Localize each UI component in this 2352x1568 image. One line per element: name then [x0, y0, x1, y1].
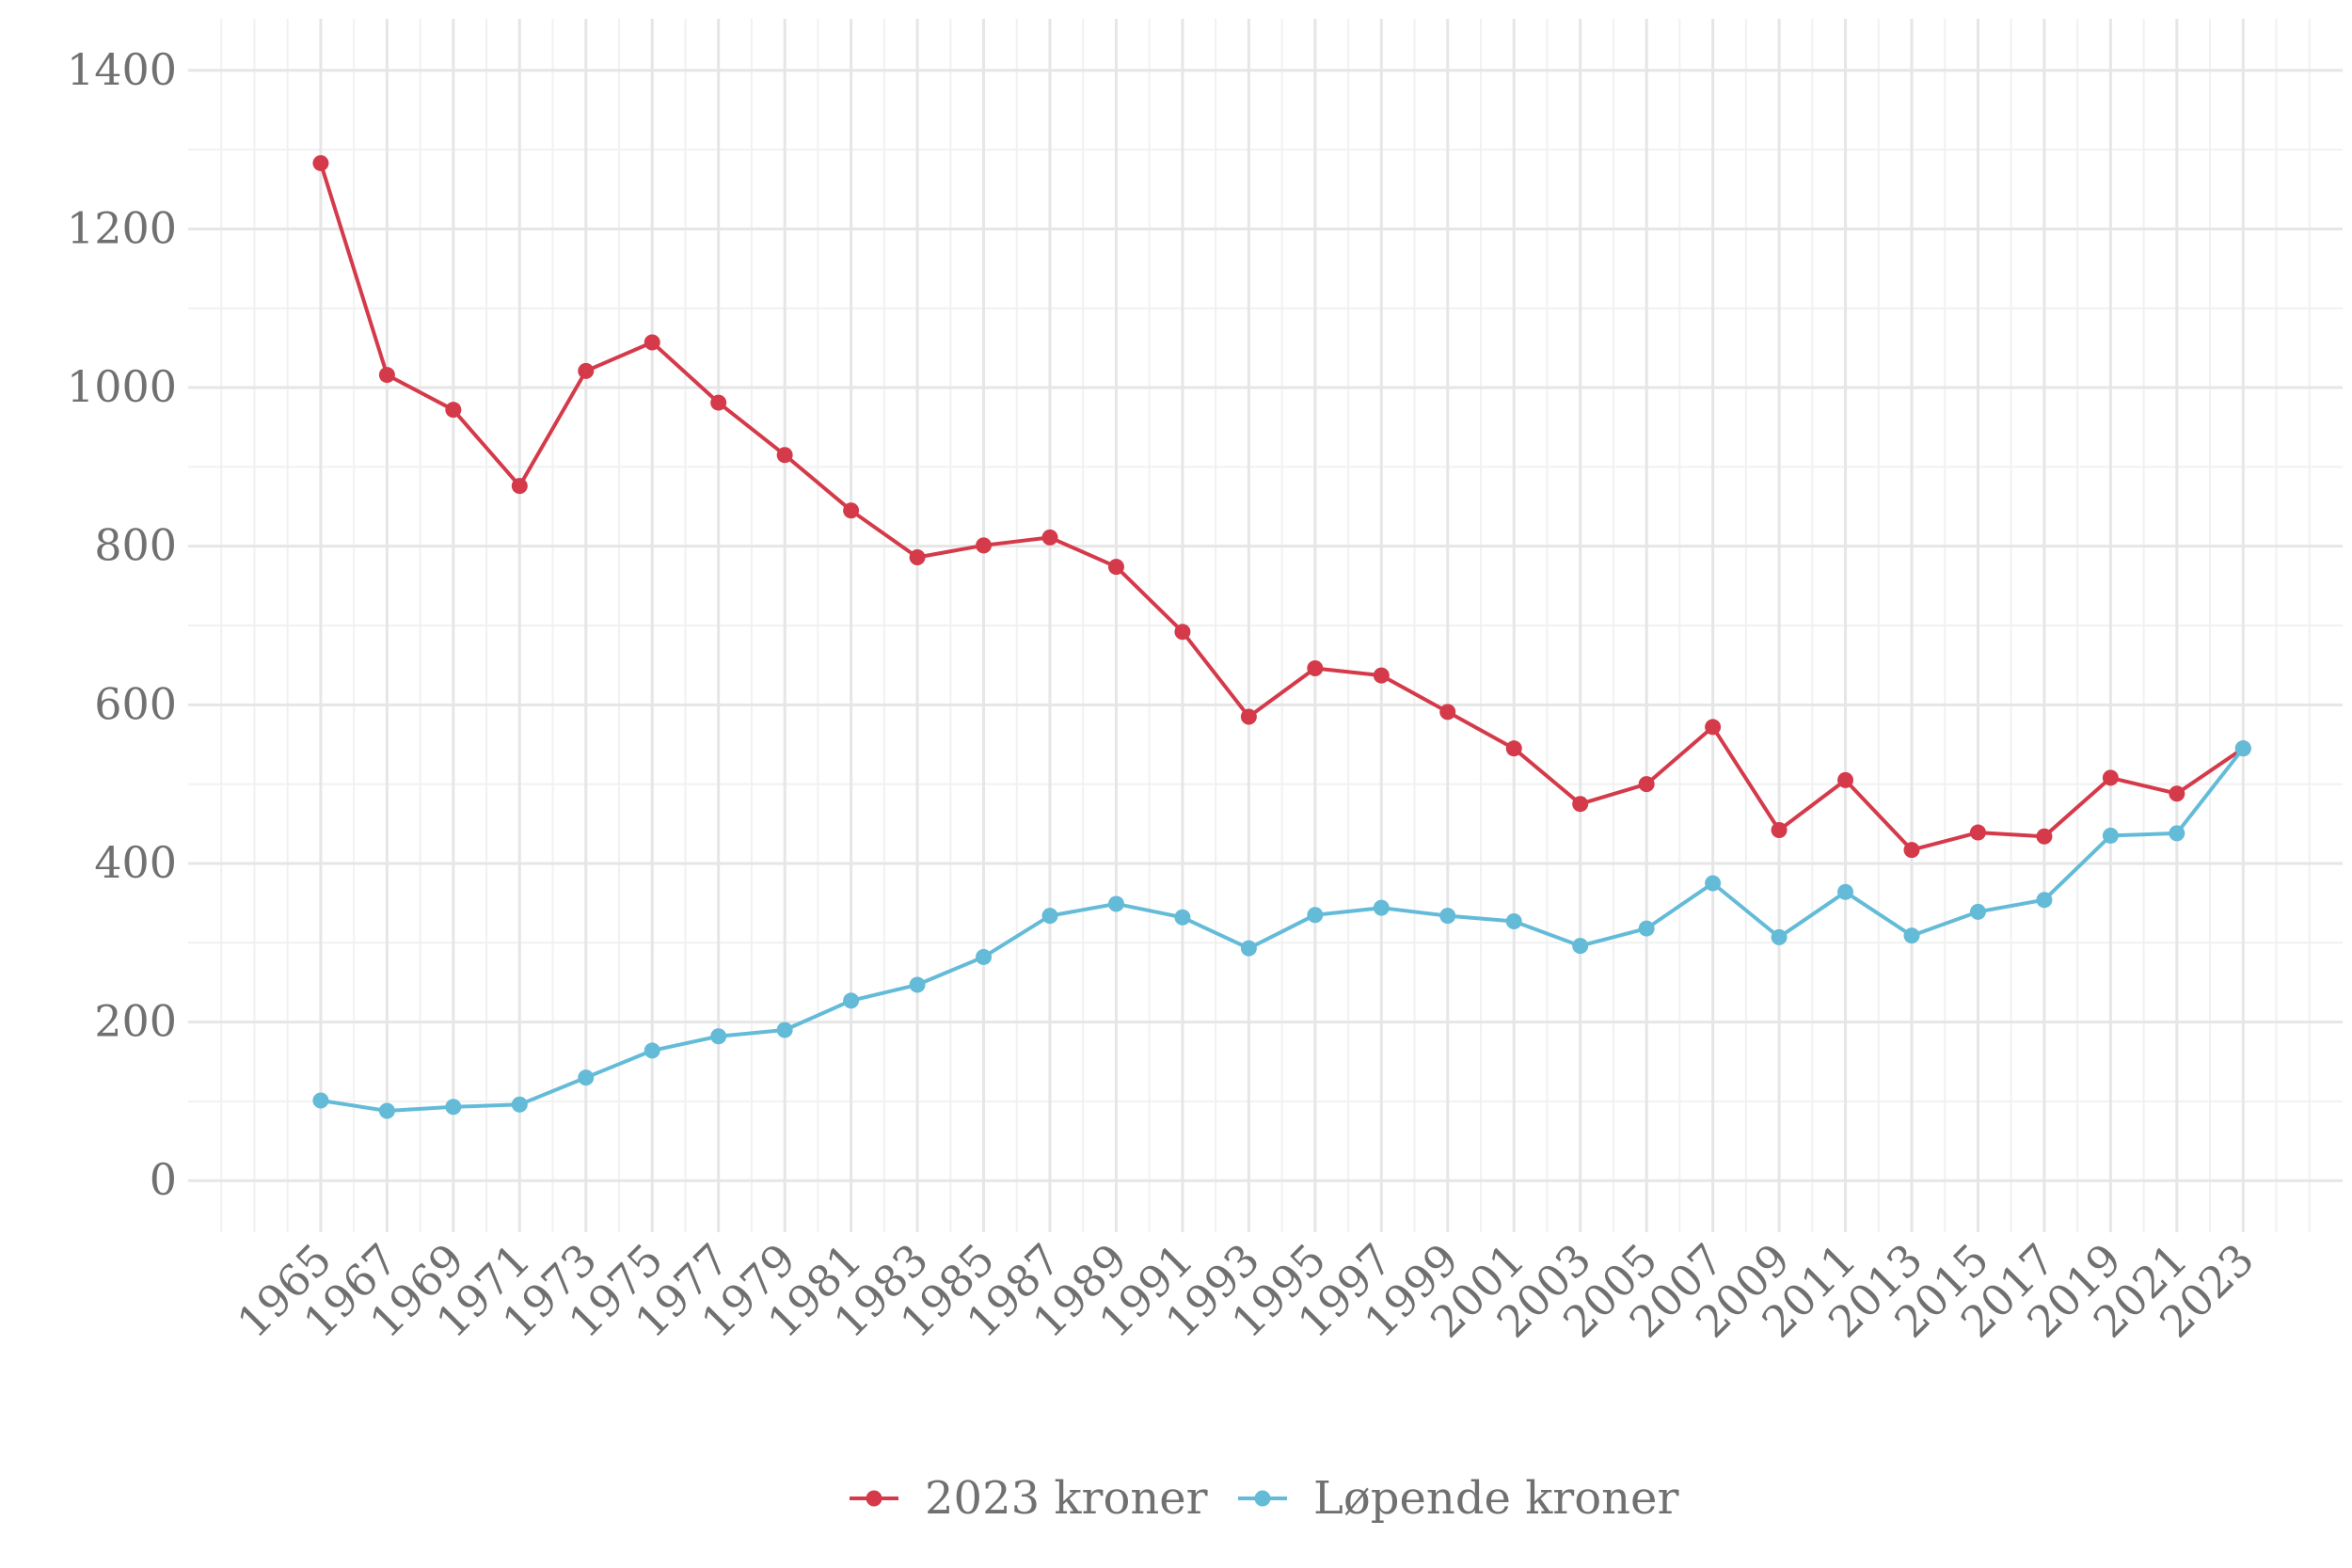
series-group — [312, 154, 2251, 1119]
data-point — [1174, 909, 1191, 926]
data-point — [1572, 938, 1589, 955]
data-point — [1174, 624, 1191, 641]
data-point — [378, 1102, 395, 1119]
data-point — [1638, 920, 1655, 937]
y-axis: 0 200 400 600 800 1000 1200 1400 — [67, 44, 177, 1205]
series-line-1 — [318, 162, 2245, 852]
data-point — [1240, 708, 1257, 725]
data-point — [578, 362, 595, 379]
data-point — [1969, 824, 1986, 841]
y-tick-label: 800 — [94, 520, 177, 571]
y-tick-label: 1000 — [67, 361, 177, 412]
y-tick-label: 200 — [94, 996, 177, 1047]
data-point — [1240, 940, 1257, 957]
data-point — [1705, 875, 1722, 892]
data-point — [2102, 827, 2119, 844]
data-point — [1439, 908, 1456, 925]
data-point — [776, 447, 793, 464]
data-point — [710, 394, 727, 411]
data-point — [843, 502, 860, 519]
data-point — [1505, 740, 1522, 757]
data-point — [2169, 825, 2185, 842]
data-point — [644, 334, 660, 351]
data-point — [1505, 912, 1522, 929]
y-tick-label: 1400 — [67, 44, 177, 95]
data-point — [776, 1022, 793, 1038]
data-point — [976, 948, 993, 965]
data-point — [1041, 529, 1058, 546]
data-point — [445, 1099, 462, 1116]
data-point — [2102, 769, 2119, 786]
data-point — [2036, 892, 2053, 909]
data-point — [1705, 719, 1722, 736]
data-point — [1903, 842, 1920, 859]
data-point — [1107, 895, 1124, 912]
data-point — [843, 992, 860, 1009]
data-point — [2169, 785, 2185, 802]
data-point — [578, 1069, 595, 1086]
data-point — [909, 548, 926, 565]
y-tick-label: 0 — [150, 1154, 177, 1205]
data-point — [1771, 822, 1788, 839]
data-point — [1771, 928, 1788, 945]
y-tick-label: 400 — [94, 837, 177, 888]
y-tick-label: 1200 — [67, 202, 177, 253]
data-point — [1837, 771, 1854, 788]
legend-label: 2023 kroner — [925, 1472, 1208, 1525]
legend-label: Løpende kroner — [1313, 1472, 1678, 1525]
data-point — [644, 1042, 660, 1059]
data-point — [1969, 903, 1986, 920]
data-point — [1903, 927, 1920, 944]
data-point — [511, 1096, 528, 1113]
data-point — [1307, 660, 1324, 677]
data-point — [1107, 559, 1124, 576]
legend-key-point — [866, 1490, 882, 1507]
data-point — [1041, 908, 1058, 925]
legend-key-point — [1254, 1490, 1271, 1507]
data-point — [312, 154, 329, 171]
data-point — [1439, 704, 1456, 721]
data-point — [1373, 899, 1390, 916]
data-point — [1307, 907, 1324, 924]
grid — [188, 19, 2343, 1232]
series-line-2 — [320, 747, 2245, 1113]
data-point — [2234, 740, 2251, 757]
data-point — [1638, 776, 1655, 793]
x-axis: 1965196719691971197319751977197919811983… — [228, 1234, 2264, 1348]
data-point — [445, 402, 462, 419]
data-point — [1373, 667, 1390, 684]
y-tick-label: 600 — [94, 678, 177, 729]
legend: 2023 kroner Løpende kroner — [850, 1472, 1678, 1525]
data-point — [511, 478, 528, 495]
data-point — [976, 537, 993, 554]
data-point — [312, 1092, 329, 1109]
data-point — [909, 976, 926, 993]
data-point — [1572, 796, 1589, 813]
data-point — [2036, 828, 2053, 845]
data-point — [710, 1028, 727, 1045]
data-point — [378, 367, 395, 384]
data-point — [1837, 883, 1854, 900]
